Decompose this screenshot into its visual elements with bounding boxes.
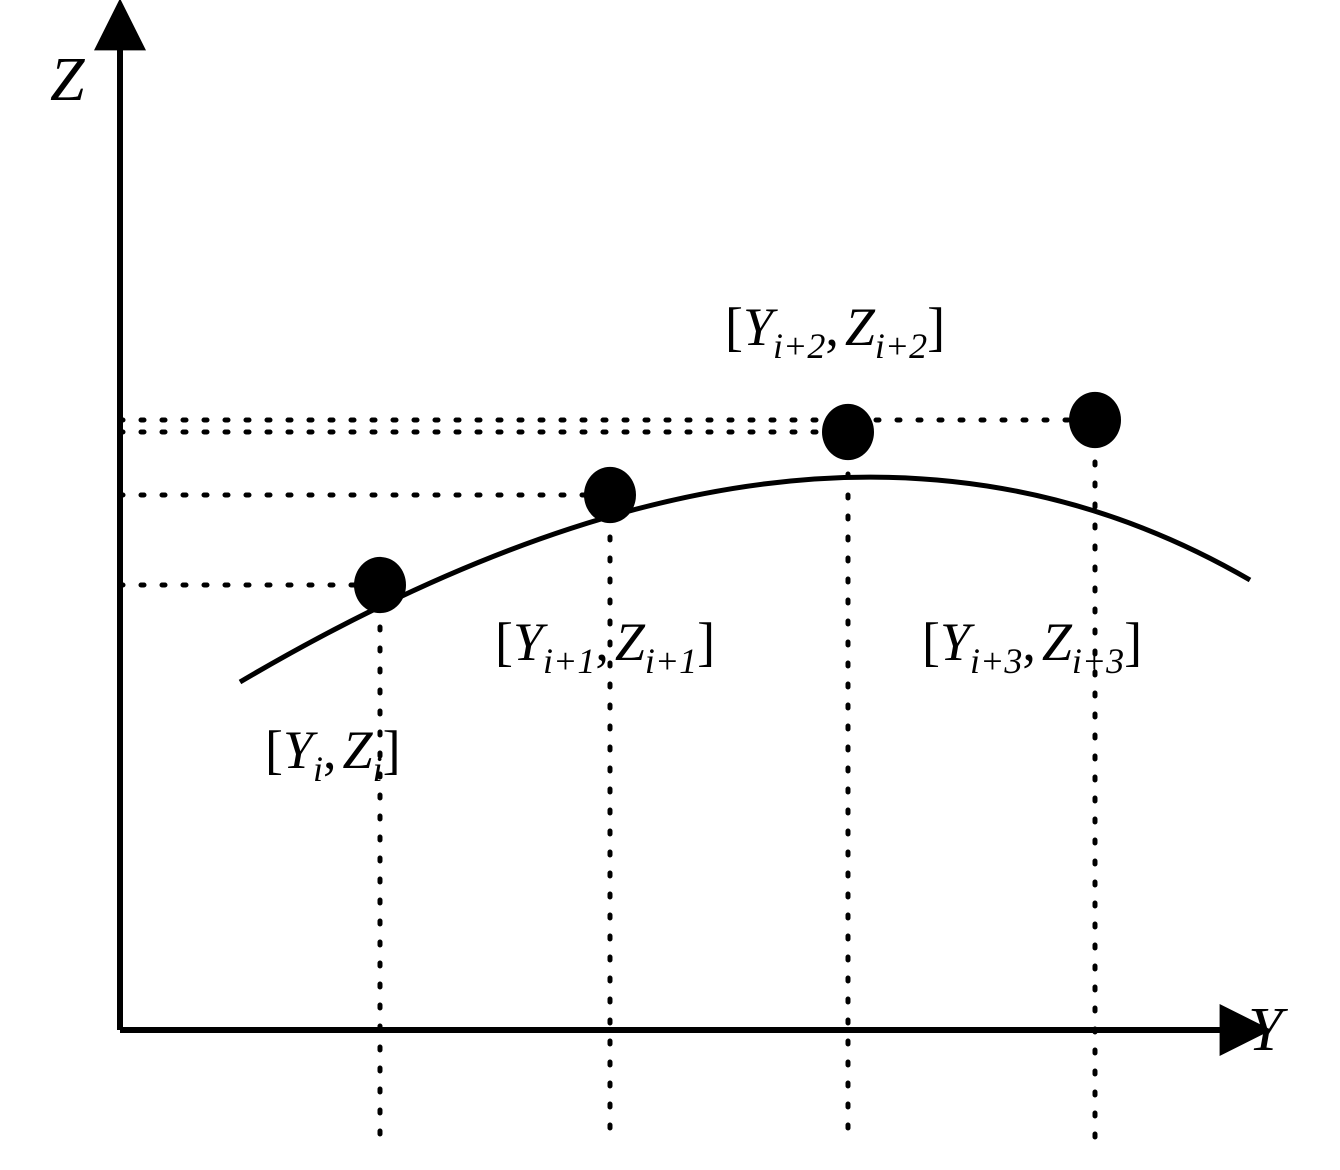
point-label: [Yi+3,Zi+3] [922,612,1142,681]
point-label: [Yi+1,Zi+1] [495,612,715,681]
z-axis-label: Z [50,46,85,114]
coordinate-diagram: ZY[Yi,Zi][Yi+1,Zi+1][Yi+2,Zi+2][Yi+3,Zi+… [0,0,1340,1170]
point-label: [Yi+2,Zi+2] [725,297,945,366]
y-axis-label: Y [1248,996,1288,1064]
data-point [822,404,874,460]
data-point [1069,392,1121,448]
data-point [354,557,406,613]
data-point [584,467,636,523]
